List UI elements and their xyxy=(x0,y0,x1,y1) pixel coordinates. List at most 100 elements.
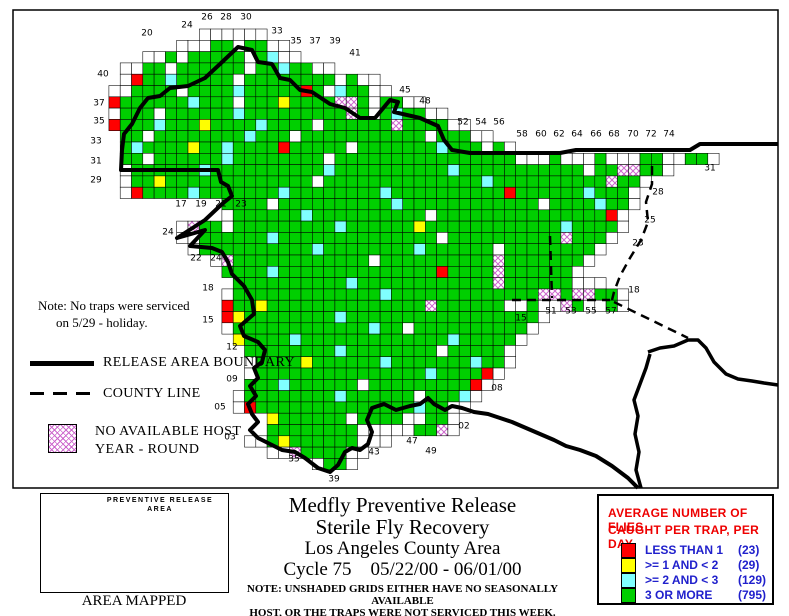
grid-cell xyxy=(266,288,279,301)
grid-cell xyxy=(357,119,370,131)
grid-cell xyxy=(289,232,302,244)
grid-cell xyxy=(334,85,347,98)
grid-cell xyxy=(334,141,347,154)
grid-edge-label: 51 xyxy=(545,307,556,317)
grid-cell xyxy=(571,186,584,199)
grid-cell xyxy=(458,198,471,211)
grid-cell xyxy=(481,209,494,222)
grid-cell xyxy=(481,379,494,391)
grid-cell xyxy=(481,130,494,143)
grid-cell xyxy=(345,390,358,403)
grid-cell xyxy=(176,141,189,154)
grid-edge-label: 24 xyxy=(162,228,174,238)
title-line1: Medfly Preventive Release xyxy=(288,493,517,517)
grid-cell xyxy=(153,73,166,86)
grid-cell xyxy=(470,356,483,369)
grid-cell xyxy=(221,288,234,301)
grid-cell xyxy=(379,175,392,188)
grid-cell xyxy=(447,390,460,403)
grid-cell xyxy=(402,198,415,211)
grid-cell xyxy=(379,141,392,154)
grid-cell xyxy=(526,198,539,211)
grid-cell xyxy=(142,107,155,120)
grid-cell xyxy=(368,186,381,199)
grid-cell xyxy=(244,164,257,177)
grid-cell xyxy=(379,254,392,267)
grid-cell xyxy=(617,288,629,301)
grid-edge-label: 05 xyxy=(214,403,225,413)
grid-cell xyxy=(176,73,189,86)
grid-cell xyxy=(232,130,245,143)
grid-cell xyxy=(312,153,324,165)
grid-cell xyxy=(447,198,460,211)
grid-cell xyxy=(391,119,403,131)
grid-cell xyxy=(199,107,211,120)
grid-cell xyxy=(368,367,381,380)
grid-cell xyxy=(255,243,268,256)
grid-cell xyxy=(481,345,494,357)
grid-edge-label: 72 xyxy=(645,130,656,140)
grid-cell xyxy=(425,141,437,154)
grid-cell xyxy=(108,107,121,120)
grid-edge-label: 60 xyxy=(535,130,547,140)
grid-cell xyxy=(481,220,494,233)
grid-cell xyxy=(526,186,539,199)
grid-cell xyxy=(187,130,200,143)
grid-cell xyxy=(515,175,528,188)
grid-cell xyxy=(594,288,607,301)
grid-cell xyxy=(323,175,336,188)
grid-cell xyxy=(312,254,324,267)
grid-edge-label: 08 xyxy=(491,384,503,394)
grid-cell xyxy=(300,288,313,301)
grid-cell xyxy=(345,435,358,448)
grid-cell xyxy=(165,141,177,154)
grid-cell xyxy=(436,322,449,335)
grid-cell xyxy=(334,209,347,222)
grid-cell xyxy=(357,277,370,290)
grid-cell xyxy=(357,288,370,301)
legend-item-less-than-1: LESS THAN 1 (23) xyxy=(621,542,759,558)
grid-cell xyxy=(266,390,279,403)
grid-cell xyxy=(221,85,234,98)
grid-cell xyxy=(436,266,449,278)
grid-cell xyxy=(244,232,257,244)
grid-cell xyxy=(232,390,245,403)
grid-cell xyxy=(379,266,392,278)
grid-cell xyxy=(413,367,426,380)
outer-boundary-line xyxy=(632,353,652,489)
grid-cell xyxy=(300,379,313,391)
grid-cell xyxy=(221,141,234,154)
grid-cell xyxy=(504,266,516,278)
grid-cell xyxy=(300,435,313,448)
grid-cell xyxy=(345,254,358,267)
grid-cell xyxy=(504,175,516,188)
grid-edge-label: 35 xyxy=(288,455,299,465)
grid-cell xyxy=(255,299,268,312)
grid-cell xyxy=(142,141,155,154)
grid-cell xyxy=(210,186,223,199)
grid-cell xyxy=(244,119,257,131)
grid-cell xyxy=(244,130,257,143)
grid-cell xyxy=(289,141,302,154)
grid-cell xyxy=(221,153,234,165)
grid-cell xyxy=(232,220,245,233)
grid-cell xyxy=(458,390,471,403)
grid-cell xyxy=(244,322,257,335)
grid-cell xyxy=(458,333,471,346)
grid-cell xyxy=(266,85,279,98)
grid-edge-label: 68 xyxy=(608,130,620,140)
grid-cell xyxy=(357,232,370,244)
grid-cell xyxy=(379,424,392,437)
grid-cell xyxy=(504,311,516,324)
grid-edge-label: 35 xyxy=(290,37,301,47)
grid-cell xyxy=(425,107,437,120)
grid-cell xyxy=(210,119,223,131)
grid-cell xyxy=(210,40,223,52)
grid-cell xyxy=(402,311,415,324)
legend-item-1-to-2: >= 1 AND < 2 (29) xyxy=(621,557,759,573)
grid-cell xyxy=(425,198,437,211)
grid-cell xyxy=(492,345,505,357)
grid-cell xyxy=(379,367,392,380)
legend-item-3-or-more: 3 OR MORE (795) xyxy=(621,587,766,603)
grid-cell xyxy=(526,266,539,278)
